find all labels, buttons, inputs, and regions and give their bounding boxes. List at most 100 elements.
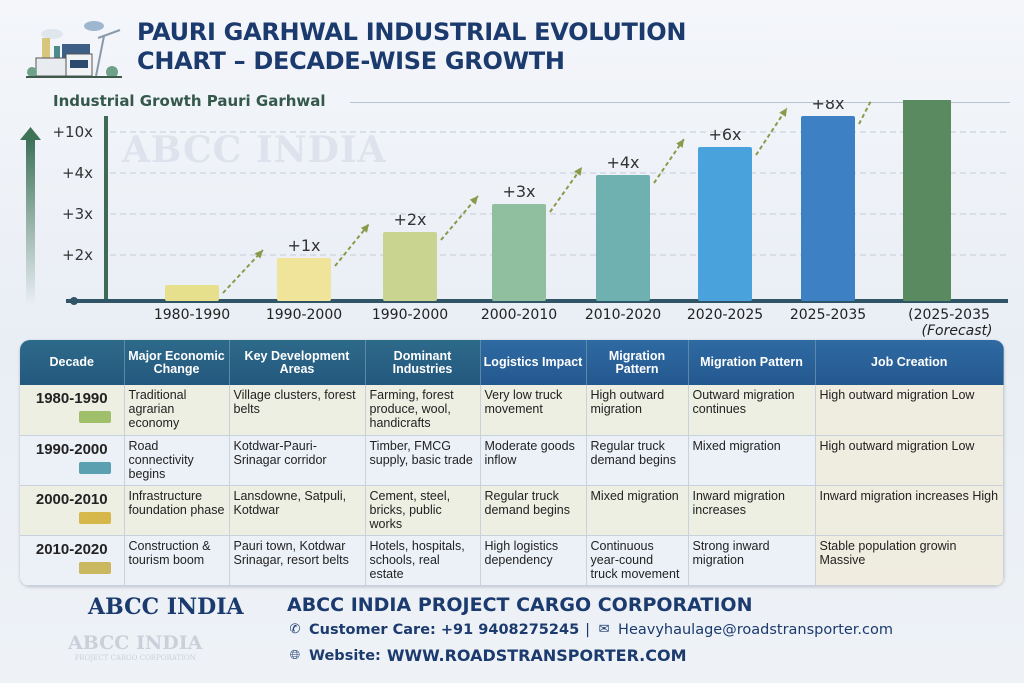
table-cell: High logistics dependency: [480, 535, 587, 586]
bar: [165, 285, 219, 301]
table-cell: Hotels, hospitals, schools, real estate: [365, 535, 481, 586]
table-cell: Mixed migration: [586, 485, 689, 536]
email-link[interactable]: Heavyhaulage@roadstransporter.com: [618, 622, 894, 638]
table-cell: Strong inward migration: [688, 535, 816, 586]
table-cell: 1980-1990: [20, 385, 125, 436]
table-row: 2010-2020 Construction & tourism boom Paur…: [20, 535, 1004, 586]
arrow-head-icon: [574, 167, 582, 176]
trend-arrow: [858, 100, 873, 125]
table-cell: Construction & tourism boom: [124, 535, 230, 586]
ghost-brand: ABCC INDIA: [68, 632, 203, 654]
table-cell: 2000-2010: [20, 485, 125, 536]
table-cell: Farming, forest produce, wool, handicraf…: [365, 385, 481, 436]
bar: [903, 100, 951, 301]
cell-text: Hotels, hospitals, schools, real estate: [369, 538, 465, 581]
decade-illustration-icon: [79, 511, 111, 524]
contact-row: ✆ Customer Care: +91 9408275245 | ✉ Heav…: [287, 622, 893, 638]
table-cell: Inward migration increases High: [815, 485, 1004, 536]
cell-text: Traditional agrarian economy: [128, 388, 187, 430]
decade-table: Decade Major Economic Change Key Develop…: [20, 340, 1004, 586]
watermark: ABCC INDIA: [122, 129, 387, 171]
trend-arrow: [440, 195, 479, 241]
arrow-head-icon: [360, 224, 369, 233]
cell-text: Inward migration increases High: [819, 488, 999, 503]
footer-ghost-logo: ABCC INDIA PROJECT CARGO CORPORATION: [68, 632, 202, 662]
table-cell: 2010-2020: [20, 535, 125, 586]
axis-origin-dot: [70, 297, 78, 305]
cell-text: Regular truck demand begins: [590, 438, 676, 467]
cell-text: Stable population growin Massive: [819, 538, 957, 567]
footer-brand-logo: ABCC INDIA: [88, 594, 244, 620]
cell-text: High logistics dependency: [484, 538, 559, 567]
trend-arrow: [549, 166, 583, 213]
decade-illustration-icon: [79, 461, 111, 474]
customer-care: Customer Care: +91 9408275245: [309, 622, 580, 638]
trend-arrow: [334, 223, 370, 267]
decade-illustration-icon: [79, 411, 111, 423]
cell-text: Inward migration increases: [692, 488, 785, 517]
trend-arrow: [755, 107, 788, 156]
table-cell: High outward migration Low: [815, 435, 1004, 486]
cell-text: Continuous year-cound truck movement: [590, 538, 680, 581]
cell-text: Very low truck movement: [484, 388, 563, 416]
globe-icon: 🌐︎: [289, 647, 301, 663]
cell-text: 1980-1990: [35, 390, 108, 407]
table-cell: Continuous year-cound truck movement: [586, 535, 689, 586]
table-row: 2000-2010 Infrastructure foundation phase…: [20, 485, 1004, 536]
bar-chart: +10x +4x +3x +2x +1x+2x+3x+4x+6x+8x+10x …: [20, 100, 1008, 339]
table-cell: Road connectivity begins: [124, 435, 230, 486]
table-cell: Timber, FMCG supply, basic trade: [365, 435, 481, 486]
website-link[interactable]: WWW.ROADSTRANSPORTER.COM: [386, 646, 687, 665]
cell-text: Village clusters, forest belts: [233, 388, 356, 416]
cell-text: Mixed migration: [692, 438, 781, 453]
title-line-2: CHART – DECADE-WISE GROWTH: [137, 47, 565, 75]
growth-arrow-icon: [20, 127, 41, 305]
data-label: +2x: [393, 210, 426, 229]
bar: [492, 204, 546, 301]
y-tick-label: +4x: [62, 164, 93, 182]
cell-text: Infrastructure foundation phase: [128, 488, 225, 517]
website-row: 🌐︎ Website: WWW.ROADSTRANSPORTER.COM: [287, 646, 687, 665]
cell-text: Cement, steel, bricks, public works: [369, 488, 451, 531]
y-tick-label: +2x: [62, 246, 93, 264]
company-name: ABCC INDIA PROJECT CARGO CORPORATION: [287, 594, 753, 616]
phone-icon: ✆: [289, 622, 301, 637]
page-title: PAURI GARHWAL INDUSTRIAL EVOLUTION CHART…: [137, 18, 686, 76]
y-tick-label: +3x: [62, 205, 93, 223]
trend-arrow: [222, 249, 264, 294]
table-cell: Regular truck demand begins: [586, 435, 689, 486]
column-header: Major Economic Change: [124, 340, 230, 385]
column-header: Decade: [20, 340, 125, 385]
table-row: 1980-1990 Traditional agrarian economy Vil…: [20, 385, 1004, 436]
bar: [596, 175, 650, 301]
table-cell: Kotdwar-Pauri-Srinagar corridor: [229, 435, 366, 486]
forecast-note: (Forecast): [922, 323, 993, 339]
cell-text: High outward migration Low: [819, 388, 975, 402]
table-cell: Moderate goods inflow: [480, 435, 587, 486]
table-cell: Village clusters, forest belts: [229, 385, 366, 436]
bar: [383, 232, 437, 301]
column-header: Migration Pattern: [688, 340, 816, 385]
cell-text: Kotdwar-Pauri-Srinagar corridor: [233, 438, 327, 467]
table-cell: Regular truck demand begins: [480, 485, 587, 536]
table-cell: Cement, steel, bricks, public works: [365, 485, 481, 536]
table-cell: Traditional agrarian economy: [124, 385, 230, 436]
column-header: Key Development Areas: [229, 340, 366, 385]
bar: [801, 116, 855, 301]
cell-text: 2010-2020: [35, 540, 108, 558]
x-tick-label: 2020-2025: [687, 307, 763, 323]
factory-illustration-icon: [26, 20, 122, 80]
cell-text: Construction & tourism boom: [128, 538, 211, 567]
decade-illustration-icon: [79, 561, 111, 574]
x-tick-label: 2025-2035: [790, 307, 866, 323]
arrow-head-icon: [469, 196, 478, 205]
table-cell: Lansdowne, Satpuli, Kotdwar: [229, 485, 366, 536]
cell-text: 1990-2000: [35, 440, 108, 458]
table-row: 1990-2000 Road connectivity begins Kotdwar…: [20, 435, 1004, 486]
x-tick-label: 1990-2000: [266, 307, 342, 323]
title-rule: [350, 102, 1010, 103]
table-cell: 1990-2000: [20, 435, 125, 486]
table-header-row: Decade Major Economic Change Key Develop…: [20, 340, 1004, 385]
x-tick-label: 2010-2020: [585, 307, 661, 323]
data-label: +3x: [502, 182, 535, 201]
